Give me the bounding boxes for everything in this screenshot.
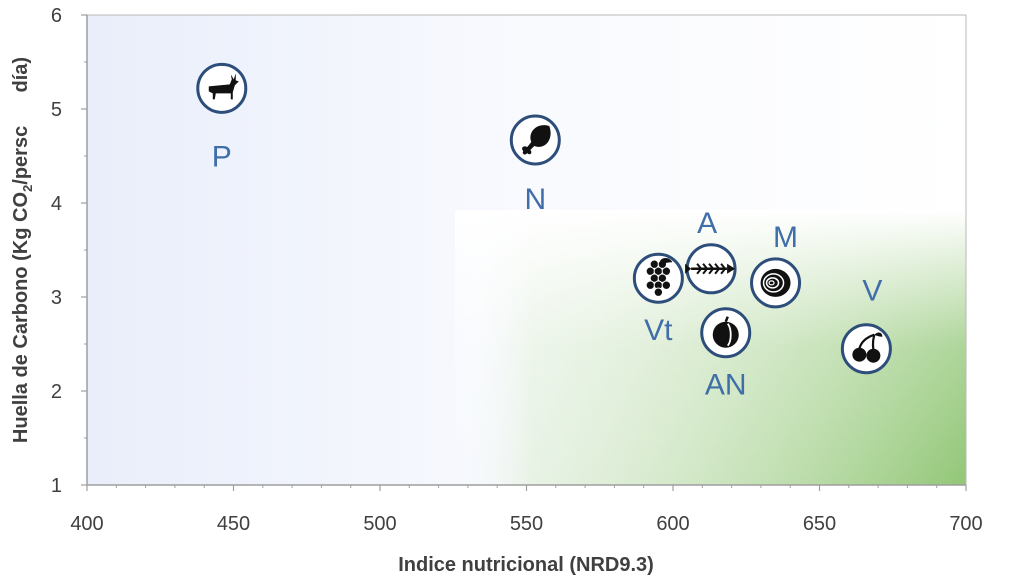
data-point-vt: [632, 252, 684, 304]
x-tick-label: 500: [363, 513, 396, 535]
data-point-m: [750, 257, 802, 309]
data-point-v: [840, 323, 892, 375]
x-tick-label: 400: [70, 513, 103, 535]
chicken-leg-icon: [522, 125, 551, 155]
fish-skeleton-icon: [685, 263, 736, 275]
point-label: N: [524, 183, 546, 216]
y-tick-label: 5: [51, 99, 62, 121]
onion-icon: [760, 268, 791, 297]
point-label: AN: [705, 369, 747, 402]
fruit-icon: [712, 316, 739, 348]
point-label: M: [773, 221, 798, 254]
y-tick-label: 6: [51, 5, 62, 27]
x-tick-label: 600: [656, 513, 689, 535]
x-tick-label: 450: [217, 513, 250, 535]
x-axis-ticks: 400 450 500 550 600 650 700: [70, 485, 983, 535]
data-point-n: [509, 114, 561, 166]
x-tick-label: 650: [803, 513, 836, 535]
y-axis-ticks: 1 2 3 4 5 6: [51, 5, 87, 497]
point-label: P: [212, 140, 232, 173]
point-label: Vt: [644, 314, 673, 347]
data-point-an: [700, 307, 752, 359]
x-tick-label: 550: [510, 513, 543, 535]
y-tick-label: 4: [51, 193, 62, 215]
point-label: V: [862, 275, 882, 308]
point-label: A: [697, 207, 717, 240]
point-marker: [840, 323, 892, 375]
x-axis-label: Indice nutricional (NRD9.3): [398, 554, 654, 576]
data-point-p: [196, 62, 248, 114]
cherries-icon: [852, 332, 883, 363]
deer-icon: [208, 73, 239, 100]
x-tick-label: 700: [949, 513, 982, 535]
y-axis-label: Huella de Carbono (Kg CO2/persc día): [10, 57, 35, 443]
data-points: P N A M Vt AN V: [196, 62, 892, 402]
y-tick-label: 1: [51, 475, 62, 497]
y-tick-label: 2: [51, 381, 62, 403]
y-tick-label: 3: [51, 287, 62, 309]
grapes-icon: [645, 258, 673, 297]
data-point-a: [685, 243, 737, 295]
